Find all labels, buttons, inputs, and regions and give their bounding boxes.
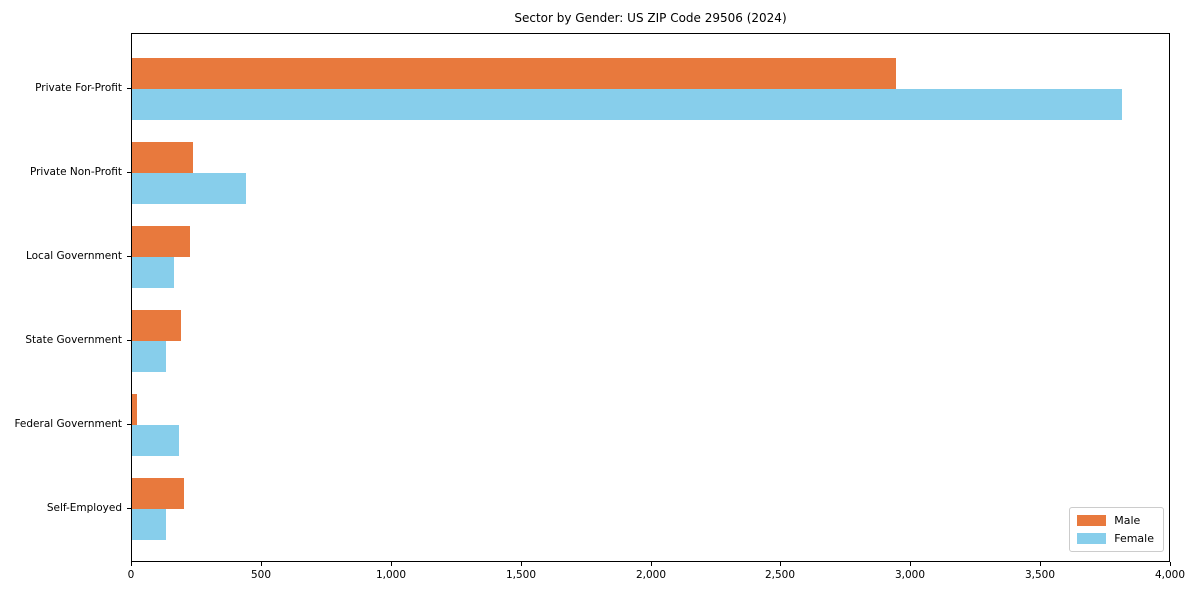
x-tick bbox=[391, 562, 392, 566]
x-tick-label: 0 bbox=[127, 569, 135, 581]
bar-male-state-government bbox=[132, 310, 181, 341]
legend-item-male: Male bbox=[1077, 514, 1154, 527]
x-tick bbox=[1170, 562, 1171, 566]
bar-female-private-for-profit bbox=[132, 89, 1122, 120]
legend-label-male: Male bbox=[1114, 514, 1141, 527]
y-tick-label: Self-Employed bbox=[46, 502, 122, 514]
y-tick-label: Federal Government bbox=[14, 418, 122, 430]
bar-female-state-government bbox=[132, 341, 166, 372]
x-tick bbox=[1040, 562, 1041, 566]
x-tick-label: 3,000 bbox=[894, 569, 926, 581]
legend-swatch-male bbox=[1077, 515, 1107, 526]
y-tick bbox=[127, 256, 131, 257]
x-tick-label: 1,000 bbox=[375, 569, 407, 581]
bar-male-private-non-profit bbox=[132, 142, 193, 173]
bar-male-federal-government bbox=[132, 394, 137, 425]
bar-female-federal-government bbox=[132, 425, 179, 456]
legend-swatch-female bbox=[1077, 533, 1107, 544]
x-tick-label: 2,000 bbox=[635, 569, 667, 581]
bar-male-self-employed bbox=[132, 478, 184, 509]
y-tick bbox=[127, 424, 131, 425]
bar-female-self-employed bbox=[132, 509, 166, 540]
bar-female-private-non-profit bbox=[132, 173, 246, 204]
legend: Male Female bbox=[1069, 507, 1164, 552]
bar-male-local-government bbox=[132, 226, 190, 257]
y-tick bbox=[127, 340, 131, 341]
x-tick bbox=[521, 562, 522, 566]
y-tick-label: Private Non-Profit bbox=[29, 166, 122, 178]
x-tick-label: 1,500 bbox=[505, 569, 537, 581]
chart-title: Sector by Gender: US ZIP Code 29506 (202… bbox=[514, 11, 787, 25]
x-tick bbox=[780, 562, 781, 566]
y-tick-label: Private For-Profit bbox=[35, 82, 122, 94]
y-tick bbox=[127, 508, 131, 509]
legend-item-female: Female bbox=[1077, 532, 1154, 545]
x-tick-label: 4,000 bbox=[1154, 569, 1186, 581]
plot-area: Male Female bbox=[131, 33, 1170, 562]
y-tick-label: State Government bbox=[25, 334, 122, 346]
bar-female-local-government bbox=[132, 257, 174, 288]
legend-label-female: Female bbox=[1114, 532, 1154, 545]
x-tick-label: 500 bbox=[250, 569, 272, 581]
y-tick bbox=[127, 88, 131, 89]
bar-male-private-for-profit bbox=[132, 58, 896, 89]
x-tick bbox=[261, 562, 262, 566]
y-tick bbox=[127, 172, 131, 173]
y-tick-label: Local Government bbox=[25, 250, 122, 262]
x-tick-label: 3,500 bbox=[1024, 569, 1056, 581]
x-tick bbox=[910, 562, 911, 566]
x-tick-label: 2,500 bbox=[764, 569, 796, 581]
x-tick bbox=[651, 562, 652, 566]
x-tick bbox=[131, 562, 132, 566]
